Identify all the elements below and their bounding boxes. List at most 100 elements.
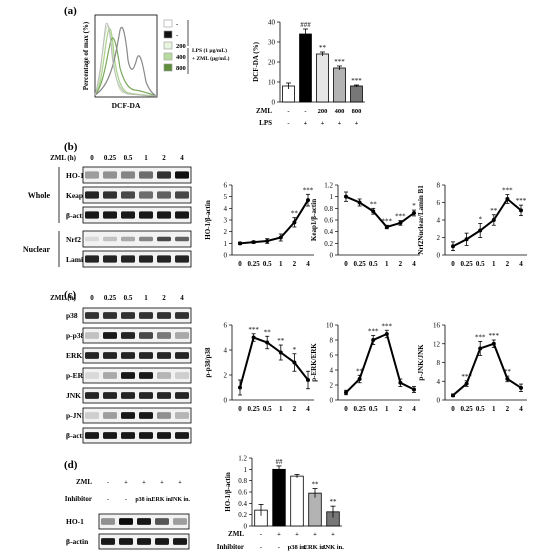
b3-sig-label: *** [516,197,527,205]
a-ytick-label: 40 [268,19,276,27]
c1-xtick-label: 2 [293,405,297,413]
c3-xtick-label: 0.5 [476,405,485,413]
c3-xtick-label: 0 [451,405,455,413]
b3-sig-label: ** [490,207,498,215]
b3-sig-label: * [478,216,482,224]
blot-c-row-band [139,412,153,419]
blot-c-time-label: 1 [144,294,148,302]
blot-b-band-label: Nrf2 [66,235,81,244]
a-row-cell: + [304,120,308,127]
b2-ytick-label: 1 [330,193,334,201]
c2-ytick-label: 4 [330,367,334,375]
blot-d-row-cell: JNK in. [170,497,191,503]
blot-d-row-cell: + [178,480,182,486]
flow-legend-swatch-3 [163,52,173,61]
a-row-label: ZML [256,107,272,115]
blot-c-row-band [157,372,171,379]
c1-point [265,340,270,345]
b2-ytick-label: 1.2 [324,182,333,190]
b2-point [398,220,403,225]
blot-c-band-label: p38 [66,311,78,320]
blot-b-band-label: HO-1 [66,171,84,180]
b3-point [505,197,510,201]
blot-c-row-band [85,392,99,399]
blot-c-row-band [139,432,153,439]
c3-point [505,376,510,381]
c1-ytick-label: 6 [224,322,228,330]
blot-b-row-band [175,255,189,263]
blot-c-row-band [175,352,189,359]
blot-c-band-label: p-ERK [66,371,89,380]
d-ytick-label: 0 [244,523,248,531]
b2-xtick-label: 4 [412,260,416,268]
d-row-cell: - [260,544,262,551]
c1-sig-label: *** [248,326,259,334]
blot-d-row-cell: + [160,480,164,486]
a-bar [316,53,329,103]
b3-ytick-label: 8 [437,182,441,190]
c3-sig-label: *** [475,333,486,341]
b2-point [357,200,362,205]
a-sig-label: *** [351,77,362,85]
blot-c-header: ZML (h) [50,294,77,302]
blot-c-row-band [175,432,189,439]
blot-c-band-label: p-JNK [66,411,88,420]
blot-b-row-band [103,255,117,263]
c1-ytick-label: 4 [224,347,228,355]
blot-c-row-frame [82,407,192,424]
blot-c-row-frame [82,307,192,324]
blot-b-row-band [175,171,189,179]
blot-d-row-band [119,538,133,545]
c2-point [371,338,376,342]
d-row-cell: ERK in. [304,544,327,551]
blot-b-row-band [175,211,189,219]
c1-sig-label: * [293,346,297,354]
blot-c-row-frame [82,387,192,404]
a-row-cell: - [287,120,289,127]
b1-xtick-label: 0.5 [263,260,272,268]
b3-point [519,208,523,213]
a-row-cell: + [355,120,359,127]
b3-ytick-label: 0 [437,252,441,260]
c2-point [412,387,416,392]
panel-label-b: (b) [64,141,78,153]
b3-point [478,228,483,233]
d-row-label: Inhibitor [217,543,244,551]
blot-c-row-band [103,352,117,359]
b1-xtick-label: 4 [306,260,310,268]
blot-b-row-band [175,191,189,199]
blot-c-row-band [103,392,117,399]
d-ytick-label: 0.2 [238,511,247,519]
flow-legend-label-1: - [176,32,178,39]
blot-d-row-cell: - [125,497,127,503]
d-sig-label: ** [312,481,320,489]
c2-ytick-label: 10 [326,322,334,330]
blot-c-row-band [121,332,135,339]
b1-sig-label: ** [291,210,299,218]
b3-series-line [452,197,522,248]
blot-b-row-band [139,191,153,199]
b2-ytick-label: 0.8 [324,205,333,213]
c2-xtick-label: 4 [412,405,416,413]
blot-c-row-band [139,332,153,339]
c2-ytick-label: 2 [330,382,334,390]
blot-c-row-band [121,352,135,359]
b1-point [238,241,242,246]
panel-label-c: (c) [64,289,77,301]
flow-legend-swatch-0 [163,19,173,28]
d-sig-label: ** [330,498,338,506]
b1-sig-label: *** [303,186,314,194]
blot-c-row-band [85,312,99,319]
b1-series-line [239,199,309,245]
blot-b-row-band [121,191,135,199]
blot-b-row-band [85,171,99,179]
c1-xtick-label: 1 [279,405,283,413]
blot-b-row-band [121,171,135,179]
flow-legend: - - 200 400 800 [163,19,186,72]
c1-ytick-label: 0 [224,397,228,405]
c2-xtick-label: 2 [399,405,403,413]
blot-c-row-frame [82,427,192,444]
flow-legend-swatch-4 [163,63,173,72]
b1-ytick-label: 3 [224,217,228,225]
c2-series-line [345,332,415,394]
